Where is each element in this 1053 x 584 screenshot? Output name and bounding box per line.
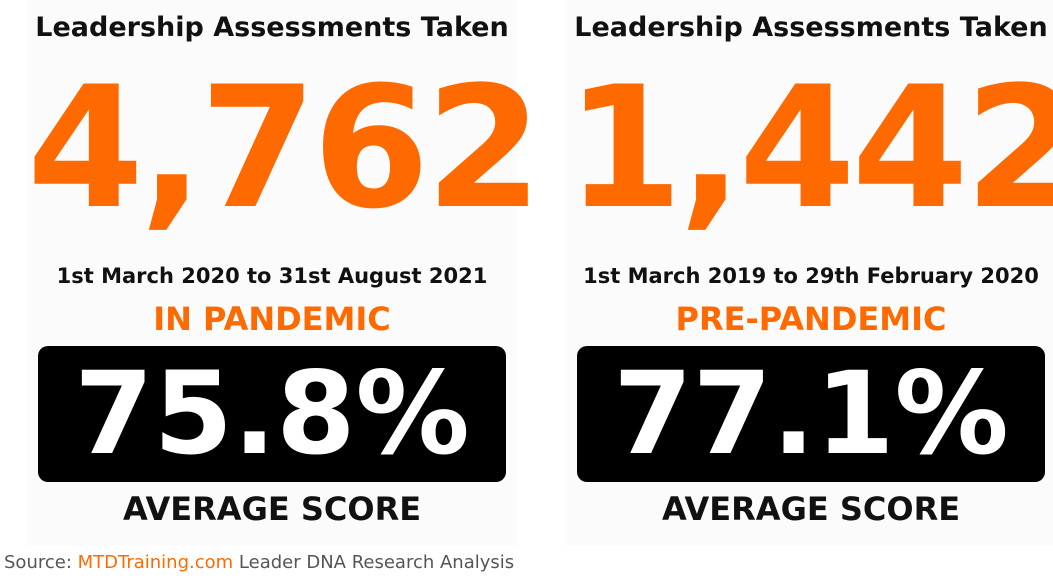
average-score-label: AVERAGE SCORE [122, 490, 422, 528]
average-score-value: 75.8% [74, 347, 470, 480]
score-box: 77.1% [577, 346, 1045, 482]
source-link[interactable]: MTDTraining.com [77, 552, 234, 573]
date-range: 1st March 2019 to 29th February 2020 [583, 264, 1039, 288]
average-score-label: AVERAGE SCORE [661, 490, 961, 528]
average-score-value: 77.1% [613, 347, 1009, 480]
score-box: 75.8% [38, 346, 506, 482]
panel-title: Leadership Assessments Taken [35, 12, 509, 43]
period-label: PRE-PANDEMIC [675, 300, 947, 338]
source-suffix: Leader DNA Research Analysis [233, 552, 515, 573]
in-pandemic-panel: Leadership Assessments Taken 4,762 1st M… [27, 0, 542, 545]
source-prefix: Source: [4, 552, 78, 573]
assessments-count: 4,762 [27, 50, 542, 246]
source-caption: Source: MTDTraining.com Leader DNA Resea… [4, 552, 514, 573]
assessments-count: 1,442 [566, 50, 1053, 246]
panel-title: Leadership Assessments Taken [574, 12, 1048, 43]
date-range: 1st March 2020 to 31st August 2021 [56, 264, 488, 288]
period-label: IN PANDEMIC [153, 300, 391, 338]
pre-pandemic-panel: Leadership Assessments Taken 1,442 1st M… [566, 0, 1053, 545]
